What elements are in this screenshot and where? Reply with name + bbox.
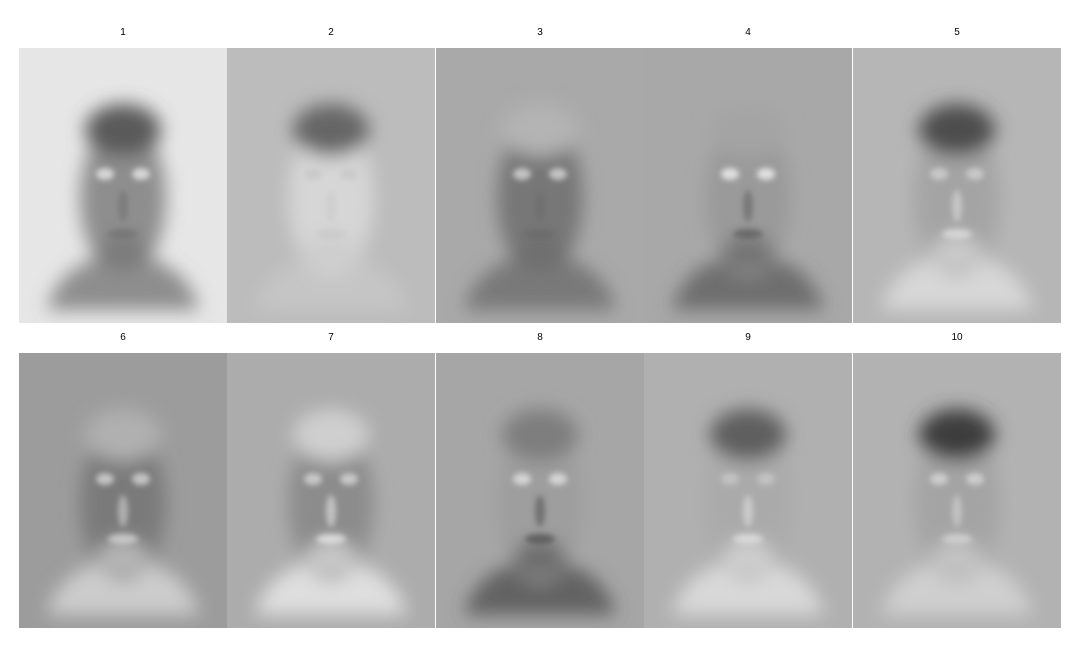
eigenface-panel bbox=[644, 48, 852, 323]
grid-row-1: 1 2 3 4 5 bbox=[19, 18, 1061, 323]
panel-label: 6 bbox=[120, 332, 126, 343]
panel-label: 5 bbox=[954, 27, 960, 38]
eigenface-panel bbox=[19, 48, 227, 323]
eigenface-icon bbox=[436, 48, 644, 323]
eigenface-icon bbox=[853, 353, 1061, 628]
eigenface-panel bbox=[853, 48, 1061, 323]
grid-row-2: 6 7 8 9 10 bbox=[19, 323, 1061, 628]
panel-label: 3 bbox=[537, 27, 543, 38]
eigenface-panel bbox=[436, 353, 644, 628]
panel-label: 10 bbox=[951, 332, 963, 343]
eigenface-panel bbox=[644, 353, 852, 628]
panel-label: 8 bbox=[537, 332, 543, 343]
eigenface-icon bbox=[436, 353, 644, 628]
panel-label: 7 bbox=[328, 332, 334, 343]
eigenface-icon bbox=[227, 353, 435, 628]
panel-label: 2 bbox=[328, 27, 334, 38]
eigenface-panel bbox=[19, 353, 227, 628]
eigenface-panel bbox=[227, 353, 435, 628]
eigenface-icon bbox=[853, 48, 1061, 323]
panel-label: 4 bbox=[745, 27, 751, 38]
panel-labels: 6 7 8 9 10 bbox=[19, 323, 1061, 353]
eigenface-icon bbox=[644, 353, 852, 628]
eigenface-panel bbox=[853, 353, 1061, 628]
eigenface-panel bbox=[436, 48, 644, 323]
eigenface-icon bbox=[19, 353, 227, 628]
eigenface-panel bbox=[227, 48, 435, 323]
panel-labels: 1 2 3 4 5 bbox=[19, 18, 1061, 48]
panel-label: 1 bbox=[120, 27, 126, 38]
eigenface-icon bbox=[227, 48, 435, 323]
eigenface-icon bbox=[19, 48, 227, 323]
panel-label: 9 bbox=[745, 332, 751, 343]
eigenface-icon bbox=[644, 48, 852, 323]
